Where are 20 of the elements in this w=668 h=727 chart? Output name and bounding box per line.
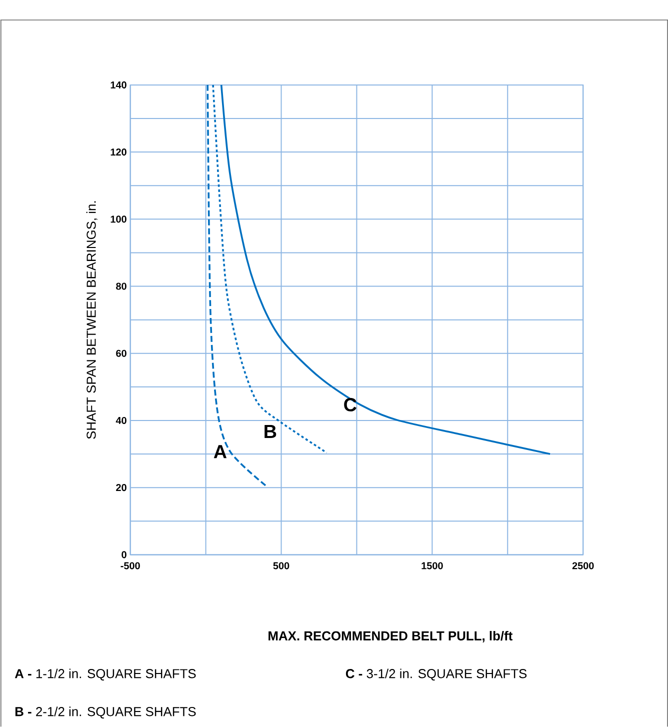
text: A - 1-1/2 in. SQUARE SHAFTS bbox=[14, 668, 196, 681]
y-tick-label: 20 bbox=[116, 484, 126, 492]
y-tick-label: 60 bbox=[116, 350, 126, 357]
y-tick-label: 140 bbox=[110, 81, 126, 88]
x-tick-label: -500 bbox=[120, 562, 140, 570]
y-axis-title: SHAFT SPAN BETWEEN BEARINGS, in. bbox=[86, 201, 98, 439]
series-label: B bbox=[264, 425, 276, 438]
x-tick-label: 500 bbox=[273, 562, 289, 570]
y-tick-label: 120 bbox=[110, 148, 126, 156]
series-label: A bbox=[214, 445, 226, 458]
x-axis-title: MAX. RECOMMENDED BELT PULL, lb/ft bbox=[268, 630, 512, 642]
x-tick-label: 2500 bbox=[572, 562, 594, 570]
y-tick-label: 80 bbox=[116, 282, 126, 290]
text: B - 2-1/2 in. SQUARE SHAFTS bbox=[15, 706, 196, 719]
text: C - 3-1/2 in. SQUARE SHAFTS bbox=[346, 668, 526, 681]
y-tick-label: 100 bbox=[110, 216, 126, 223]
y-tick-label: 40 bbox=[116, 416, 126, 424]
x-tick-label: 1500 bbox=[422, 562, 443, 570]
series-label: C bbox=[344, 398, 356, 412]
y-tick-label: 0 bbox=[121, 551, 126, 558]
